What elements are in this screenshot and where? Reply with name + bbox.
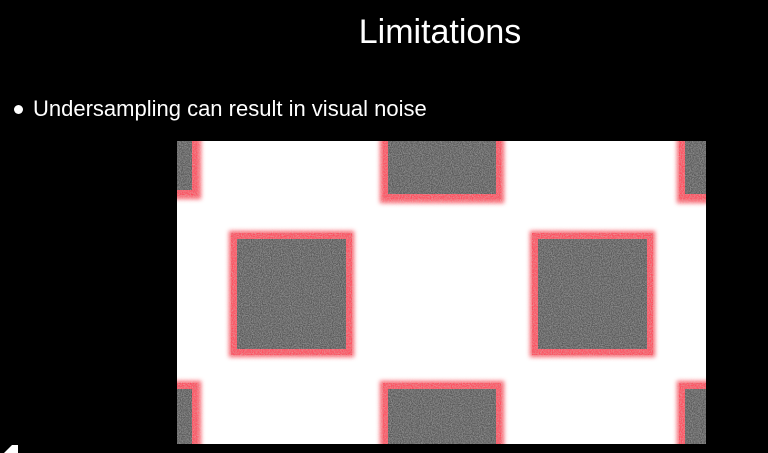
bullet-text: Undersampling can result in visual noise	[33, 96, 427, 121]
partial-arrow-icon	[4, 443, 20, 453]
square-middle-right	[530, 231, 655, 357]
square-bottom-left	[177, 381, 201, 444]
square-top-middle	[380, 141, 504, 203]
square-middle-left	[229, 231, 354, 357]
square-bottom-middle	[380, 381, 504, 444]
noisy-squares	[177, 141, 706, 444]
slide-title: Limitations	[358, 13, 522, 51]
noisy-squares-figure	[177, 141, 706, 444]
square-bottom-right	[677, 381, 706, 444]
noise-render-image	[177, 141, 706, 444]
square-top-right	[677, 141, 706, 203]
bullet-item: Undersampling can result in visual noise	[14, 94, 427, 124]
square-top-left	[177, 141, 201, 199]
bullet-dot-icon	[14, 104, 23, 114]
